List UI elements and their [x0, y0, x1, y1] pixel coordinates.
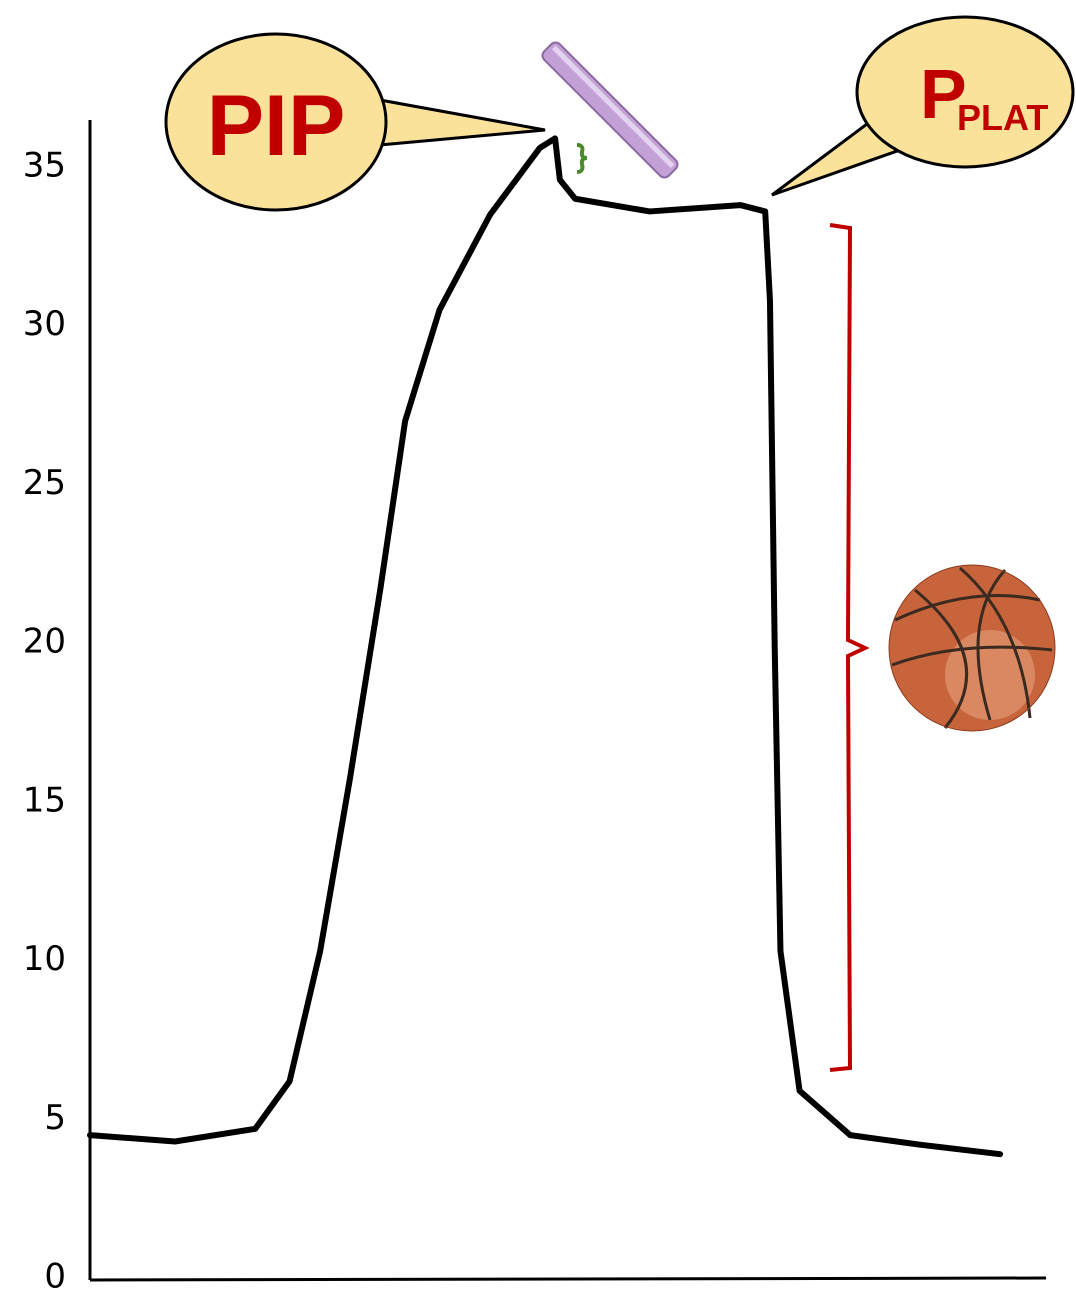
y-tick-label: 0 — [44, 1257, 66, 1297]
y-tick-label: 10 — [23, 939, 66, 979]
y-tick-label: 5 — [44, 1098, 66, 1138]
x-axis — [90, 1278, 1046, 1280]
y-tick-label: 35 — [23, 146, 66, 186]
annotation: PIP — [207, 78, 346, 174]
bracket — [830, 225, 865, 1070]
y-tick-label: 25 — [23, 463, 66, 503]
chart: PIP P PLAT 05101520253035 — [0, 0, 1076, 1297]
annotation-subscript: PLAT — [957, 97, 1048, 138]
brace — [577, 145, 587, 172]
y-tick-label: 20 — [23, 622, 66, 662]
basketball-icon — [889, 565, 1055, 731]
y-tick-label: 30 — [23, 304, 66, 344]
bubble-tail — [380, 100, 545, 145]
y-tick-label: 15 — [23, 780, 66, 820]
pen-icon — [540, 40, 680, 180]
